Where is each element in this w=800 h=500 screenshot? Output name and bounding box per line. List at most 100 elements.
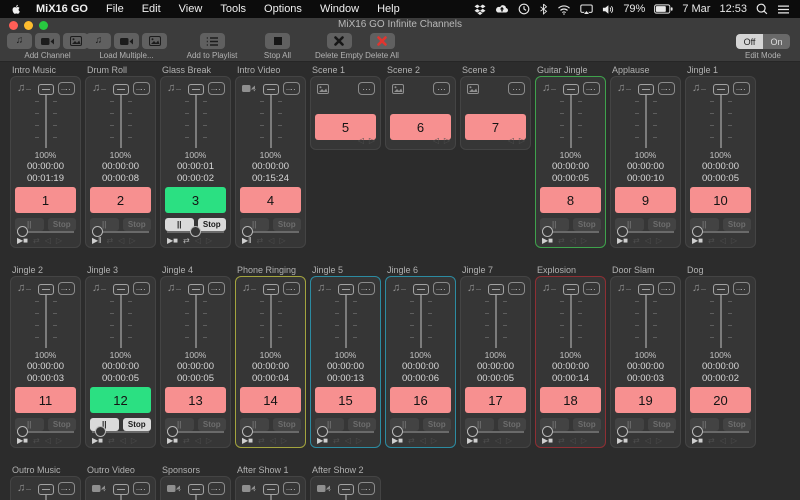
fade-next-icon[interactable]: ▷	[129, 236, 136, 245]
progress-slider[interactable]	[692, 426, 749, 437]
play-mode-icon[interactable]: ▶■	[17, 236, 28, 245]
fader-handle[interactable]	[412, 284, 429, 295]
stop-button[interactable]: Stop	[647, 218, 676, 231]
fade-next-icon[interactable]: ▷	[443, 136, 450, 145]
play-mode-icon[interactable]: ▶■	[392, 436, 403, 445]
stop-button[interactable]: Stop	[197, 418, 226, 431]
play-mode-icon[interactable]: ▶■	[692, 236, 703, 245]
channel-options-button[interactable]: …	[283, 282, 300, 295]
channel-trigger-button[interactable]: 15	[315, 387, 376, 413]
play-mode-icon[interactable]: ▶‖	[92, 236, 102, 245]
channel-trigger-button[interactable]: 17	[465, 387, 526, 413]
play-mode-icon[interactable]: ▶■	[242, 436, 253, 445]
stop-button[interactable]: Stop	[122, 418, 151, 431]
channel-trigger-button[interactable]: 13	[165, 387, 226, 413]
fader-handle[interactable]	[112, 284, 129, 295]
fade-prev-icon[interactable]: ◁	[119, 436, 126, 445]
fade-prev-icon[interactable]: ◁	[118, 236, 125, 245]
channel-options-button[interactable]: …	[58, 282, 75, 295]
channel-trigger-button[interactable]: 3	[165, 187, 226, 213]
fader-handle[interactable]	[262, 84, 279, 95]
fader-handle[interactable]	[37, 284, 54, 295]
progress-knob[interactable]	[392, 426, 403, 437]
play-mode-icon[interactable]: ▶■	[617, 236, 628, 245]
fader-handle[interactable]	[337, 284, 354, 295]
channel-trigger-button[interactable]: 19	[615, 387, 676, 413]
play-mode-icon[interactable]: ▶■	[17, 436, 28, 445]
fade-next-icon[interactable]: ▷	[355, 436, 362, 445]
fade-prev-icon[interactable]: ◁	[644, 436, 651, 445]
menu-tools[interactable]: Tools	[220, 3, 247, 15]
battery-icon[interactable]	[654, 4, 673, 14]
stop-button[interactable]: Stop	[272, 218, 301, 231]
fade-prev-icon[interactable]: ◁	[432, 136, 439, 145]
delete-empty-button[interactable]	[326, 33, 352, 49]
fade-prev-icon[interactable]: ◁	[719, 436, 726, 445]
volume-fader[interactable]	[400, 284, 441, 348]
fader-handle[interactable]	[637, 84, 654, 95]
fade-next-icon[interactable]: ▷	[279, 236, 286, 245]
fader-handle[interactable]	[112, 84, 129, 95]
delete-all-button[interactable]	[369, 33, 395, 49]
stop-button[interactable]: Stop	[197, 218, 226, 231]
loop-icon[interactable]: ⇄	[32, 436, 40, 445]
progress-knob[interactable]	[542, 226, 553, 237]
menu-file[interactable]: File	[105, 3, 124, 15]
fade-prev-icon[interactable]: ◁	[507, 136, 514, 145]
progress-knob[interactable]	[467, 426, 478, 437]
progress-slider[interactable]	[242, 426, 299, 437]
volume-fader[interactable]	[175, 84, 216, 148]
play-mode-icon[interactable]: ▶■	[467, 436, 478, 445]
notification-center-icon[interactable]	[777, 4, 790, 15]
spotlight-search-icon[interactable]	[756, 3, 768, 15]
loop-icon[interactable]: ⇄	[407, 436, 415, 445]
progress-slider[interactable]	[467, 426, 524, 437]
volume-fader[interactable]	[175, 284, 216, 348]
progress-knob[interactable]	[17, 426, 28, 437]
loop-icon[interactable]: ⇄	[632, 436, 640, 445]
channel-options-button[interactable]: …	[433, 82, 450, 95]
fade-prev-icon[interactable]: ◁	[494, 436, 501, 445]
fader-handle[interactable]	[337, 484, 354, 495]
fader-handle[interactable]	[187, 84, 204, 95]
edit-mode-on-segment[interactable]: On	[763, 34, 790, 49]
close-window-button[interactable]	[9, 21, 18, 30]
channel-options-button[interactable]: …	[283, 482, 300, 495]
channel-options-button[interactable]: …	[433, 282, 450, 295]
channel-options-button[interactable]: …	[733, 82, 750, 95]
loop-icon[interactable]: ⇄	[106, 236, 114, 245]
stop-button[interactable]: Stop	[122, 218, 151, 231]
fade-next-icon[interactable]: ▷	[368, 136, 375, 145]
volume-fader[interactable]	[25, 284, 66, 348]
menu-help[interactable]: Help	[377, 3, 400, 15]
loop-icon[interactable]: ⇄	[557, 436, 565, 445]
fader-handle[interactable]	[262, 484, 279, 495]
progress-slider[interactable]	[542, 426, 599, 437]
play-mode-icon[interactable]: ▶■	[617, 436, 628, 445]
progress-knob[interactable]	[692, 426, 703, 437]
fader-handle[interactable]	[187, 484, 204, 495]
channel-trigger-button[interactable]: 12	[90, 387, 151, 413]
progress-slider[interactable]	[167, 226, 224, 237]
fader-handle[interactable]	[712, 284, 729, 295]
volume-fader[interactable]	[475, 284, 516, 348]
volume-fader[interactable]	[175, 484, 216, 500]
loop-icon[interactable]: ⇄	[182, 236, 190, 245]
channel-trigger-button[interactable]: 4	[240, 187, 301, 213]
stop-button[interactable]: Stop	[572, 418, 601, 431]
bluetooth-icon[interactable]	[539, 3, 548, 15]
loop-icon[interactable]: ⇄	[632, 236, 640, 245]
volume-fader[interactable]	[700, 84, 741, 148]
loop-icon[interactable]: ⇄	[482, 436, 490, 445]
progress-slider[interactable]	[617, 426, 674, 437]
progress-slider[interactable]	[617, 226, 674, 237]
stop-button[interactable]: Stop	[422, 418, 451, 431]
progress-slider[interactable]	[242, 226, 299, 237]
dropbox-icon[interactable]	[474, 4, 486, 15]
fader-handle[interactable]	[262, 284, 279, 295]
stop-button[interactable]: Stop	[347, 418, 376, 431]
channel-options-button[interactable]: …	[583, 282, 600, 295]
fade-prev-icon[interactable]: ◁	[419, 436, 426, 445]
channel-trigger-button[interactable]: 6	[390, 114, 451, 140]
progress-slider[interactable]	[92, 226, 149, 237]
